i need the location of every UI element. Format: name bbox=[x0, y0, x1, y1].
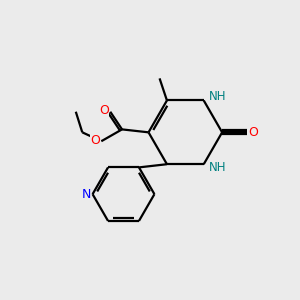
Text: NH: NH bbox=[209, 90, 226, 104]
Text: NH: NH bbox=[209, 161, 226, 174]
Text: O: O bbox=[91, 134, 100, 147]
Text: O: O bbox=[249, 126, 259, 139]
Text: N: N bbox=[81, 188, 91, 201]
Text: O: O bbox=[99, 104, 109, 117]
